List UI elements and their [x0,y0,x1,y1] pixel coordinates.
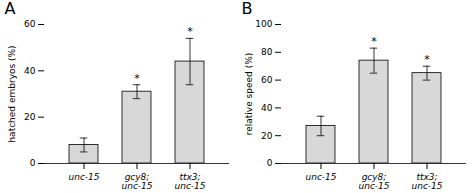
svg-text:ttx3;unc-15: ttx3;unc-15 [411,172,442,192]
svg-text:100: 100 [255,19,272,29]
svg-text:60: 60 [261,75,273,85]
svg-text:unc-15: unc-15 [68,172,99,182]
svg-text:80: 80 [261,47,273,57]
svg-text:A: A [5,0,16,18]
svg-text:hatched embryos (%): hatched embryos (%) [7,45,17,142]
svg-text:*: * [424,53,430,66]
svg-text:20: 20 [24,112,36,122]
svg-text:0: 0 [30,158,36,168]
svg-text:B: B [242,0,253,18]
svg-text:gcy8;unc-15: gcy8;unc-15 [358,172,389,192]
svg-text:40: 40 [24,66,36,76]
svg-text:40: 40 [261,103,273,113]
svg-text:relative speed (%): relative speed (%) [244,53,254,135]
svg-text:*: * [187,25,193,38]
svg-text:gcy8;unc-15: gcy8;unc-15 [121,172,152,192]
svg-text:ttx3;unc-15: ttx3;unc-15 [174,172,205,192]
svg-text:60: 60 [24,19,36,29]
svg-text:*: * [371,35,377,48]
svg-text:0: 0 [267,158,273,168]
svg-text:unc-15: unc-15 [305,172,336,182]
svg-text:*: * [134,72,140,85]
svg-text:20: 20 [261,131,273,141]
